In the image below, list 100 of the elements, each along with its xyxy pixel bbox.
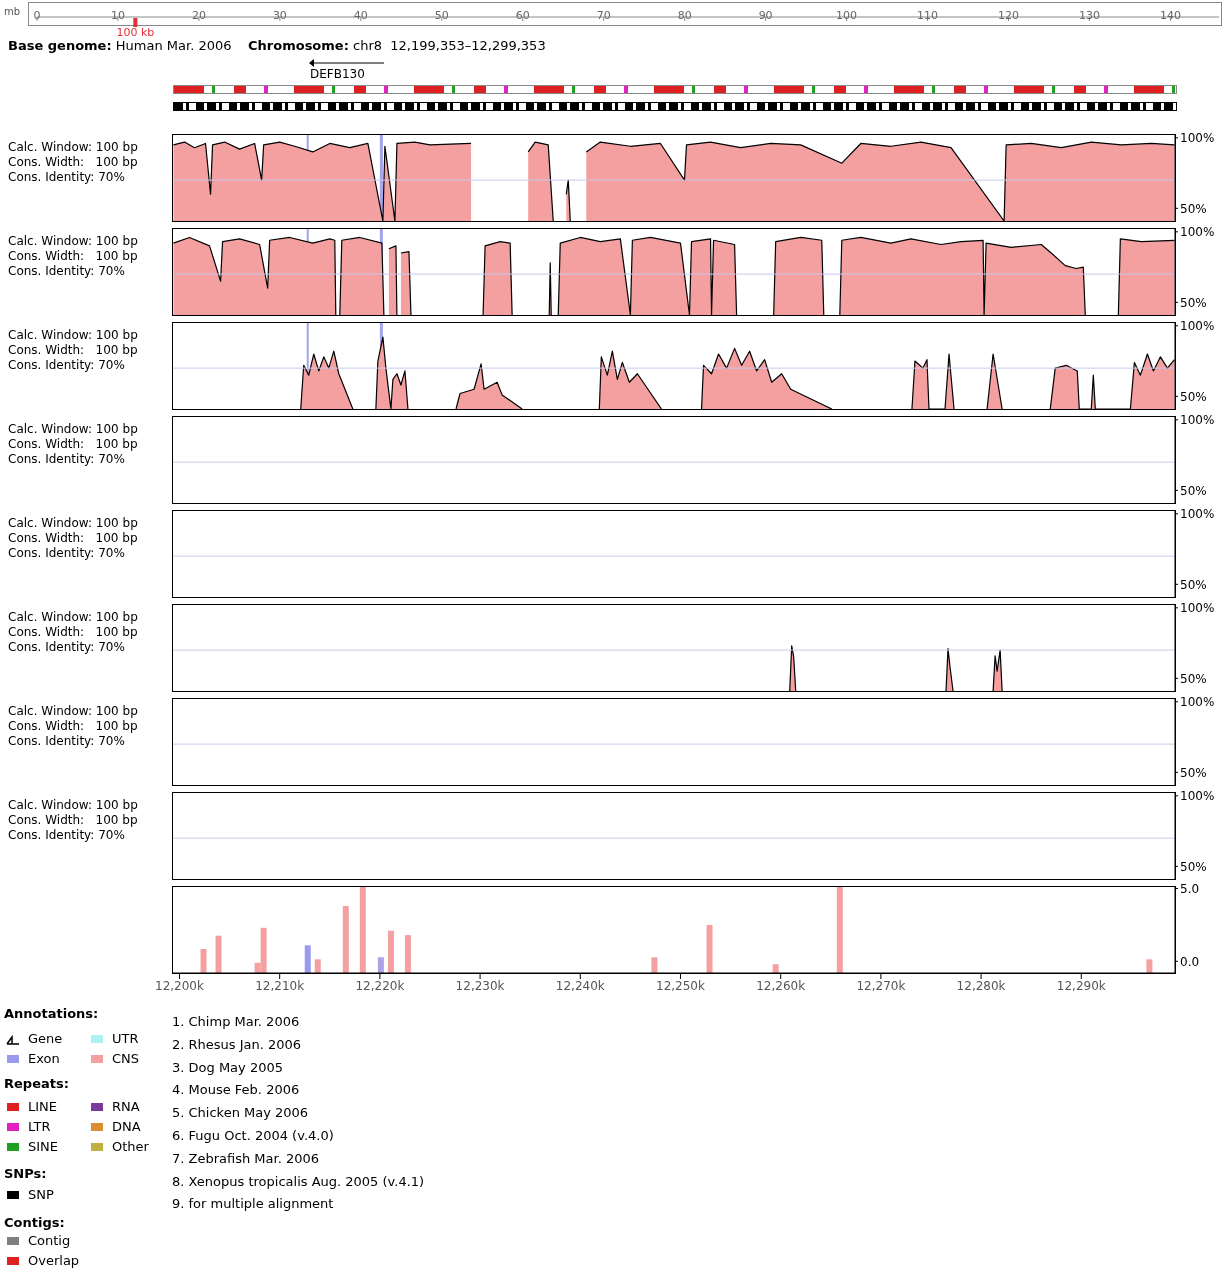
- y-tick-label: 100%: [1180, 695, 1215, 710]
- text: Cons. Width: 100 bp: [8, 249, 138, 264]
- x-tick-label: 12,280k: [956, 978, 1006, 993]
- text: Calc. Window: 100 bp: [8, 328, 138, 343]
- bar: [651, 957, 658, 973]
- x-tick-label: 70: [596, 9, 611, 22]
- text: DEFB130: [310, 67, 365, 81]
- text: 2. Rhesus Jan. 2006: [172, 1036, 302, 1052]
- text: Calc. Window: 100 bp: [8, 516, 138, 531]
- y-tick-label: 50%: [1180, 389, 1207, 404]
- text: Calc. Window: 100 bp: [8, 140, 138, 155]
- text: Other: [112, 1139, 149, 1154]
- text: Calc. Window: 100 bp: [8, 798, 138, 813]
- y-tick-label: 0.0: [1180, 954, 1200, 969]
- y-tick-label: 5.0: [1180, 881, 1200, 896]
- bar: [836, 887, 843, 973]
- text: LTR: [28, 1119, 51, 1134]
- text: Calc. Window: 100 bp: [8, 422, 138, 437]
- x-axis-title: mb: [4, 6, 21, 17]
- x-tick-label: 12,230k: [455, 978, 505, 993]
- text: SNP: [28, 1187, 54, 1202]
- bar: [314, 959, 321, 973]
- bar: [359, 887, 366, 973]
- text: Cons. Identity: 70%: [8, 828, 125, 843]
- y-tick-label: 100%: [1180, 319, 1215, 334]
- text: Repeats:: [4, 1076, 69, 1091]
- x-tick-label: 120: [998, 9, 1020, 22]
- text: Cons. Identity: 70%: [8, 170, 125, 185]
- text: Cons. Width: 100 bp: [8, 155, 138, 170]
- text: Gene: [28, 1031, 63, 1046]
- x-tick-label: 20: [191, 9, 206, 22]
- x-tick-label: 130: [1078, 9, 1100, 22]
- text: Cons. Width: 100 bp: [8, 625, 138, 640]
- text: DNA: [112, 1119, 141, 1134]
- text: Contig: [28, 1233, 71, 1248]
- y-tick-label: 50%: [1180, 765, 1207, 780]
- text: Human Mar. 2006: [115, 38, 232, 53]
- text: Cons. Identity: 70%: [8, 640, 125, 655]
- y-tick-label: 50%: [1180, 859, 1207, 874]
- y-tick-label: 100%: [1180, 413, 1215, 428]
- text: CNS: [112, 1051, 140, 1066]
- text: LINE: [28, 1099, 58, 1114]
- text: chr8 12,199,353–12,299,353: [353, 38, 546, 53]
- bar: [1146, 959, 1153, 973]
- text: Calc. Window: 100 bp: [8, 234, 138, 249]
- text: 3. Dog May 2005: [172, 1059, 283, 1075]
- x-tick-label: 60: [515, 9, 530, 22]
- text: Calc. Window: 100 bp: [8, 610, 138, 625]
- text: Cons. Identity: 70%: [8, 264, 125, 279]
- y-tick-label: 100%: [1180, 601, 1215, 616]
- y-tick-label: 100%: [1180, 131, 1215, 146]
- bar: [342, 905, 349, 973]
- y-tick-label: 50%: [1180, 577, 1207, 592]
- text: Cons. Identity: 70%: [8, 358, 125, 373]
- text: 1. Chimp Mar. 2006: [172, 1014, 300, 1029]
- x-tick-label: 50: [434, 9, 449, 22]
- x-tick-label: 90: [758, 9, 773, 22]
- x-tick-label: 12,270k: [856, 978, 906, 993]
- text: Overlap: [28, 1253, 80, 1268]
- text: 9. for multiple alignment: [172, 1196, 334, 1212]
- x-tick-label: 0: [33, 9, 41, 22]
- y-tick-label: 100%: [1180, 789, 1215, 804]
- y-tick-label: 50%: [1180, 671, 1207, 686]
- text: UTR: [112, 1031, 139, 1046]
- text: SNPs:: [4, 1166, 47, 1181]
- x-tick-label: 12,220k: [355, 978, 405, 993]
- text: Cons. Width: 100 bp: [8, 437, 138, 452]
- bar: [772, 964, 779, 973]
- x-tick-label: 100: [836, 9, 858, 22]
- y-tick-label: 50%: [1180, 483, 1207, 498]
- x-tick-label: 80: [677, 9, 692, 22]
- bar: [304, 945, 311, 973]
- text: Cons. Identity: 70%: [8, 546, 125, 561]
- x-tick-label: 12,290k: [1056, 978, 1106, 993]
- text: Annotations:: [4, 1006, 99, 1021]
- text: 4. Mouse Feb. 2006: [172, 1082, 300, 1098]
- x-tick-label: 12,210k: [255, 978, 305, 993]
- text: Contigs:: [4, 1215, 65, 1230]
- x-tick-label: 30: [272, 9, 287, 22]
- x-tick-label: 140: [1159, 9, 1181, 22]
- x-tick-label: 12,200k: [155, 978, 204, 993]
- text: Calc. Window: 100 bp: [8, 704, 138, 719]
- text: 5. Chicken May 2006: [172, 1105, 309, 1121]
- text: Chromosome:: [248, 38, 349, 53]
- y-tick-label: 100%: [1180, 225, 1215, 240]
- bar: [706, 924, 713, 973]
- bar: [387, 930, 394, 973]
- annotation: 100 kb: [116, 26, 155, 39]
- text: 7. Zebrafish Mar. 2006: [172, 1150, 320, 1166]
- y-tick-label: 50%: [1180, 201, 1207, 216]
- x-tick-label: 40: [353, 9, 368, 22]
- text: 6. Fugu Oct. 2004 (v.4.0): [172, 1128, 334, 1143]
- y-tick-label: 50%: [1180, 295, 1207, 310]
- text: Exon: [28, 1051, 60, 1066]
- text: Base genome:: [8, 38, 112, 53]
- bar: [200, 948, 207, 973]
- x-tick-label: 12,260k: [756, 978, 806, 993]
- bar: [377, 957, 384, 973]
- x-tick-label: 110: [917, 9, 939, 22]
- text: Cons. Identity: 70%: [8, 452, 125, 467]
